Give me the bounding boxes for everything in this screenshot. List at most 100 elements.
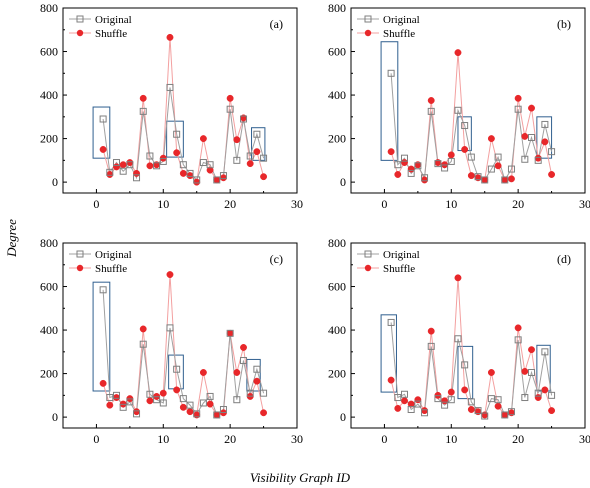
original-point (441, 401, 449, 409)
y-tick-label: 800 (40, 1, 58, 15)
original-point (186, 401, 194, 409)
plot-frame (62, 7, 298, 194)
original-point (541, 348, 549, 356)
original-point (394, 161, 402, 169)
original-point (106, 168, 114, 176)
shuffle-point (213, 411, 221, 419)
shuffle-point (441, 397, 449, 405)
original-point (213, 176, 221, 184)
shuffle-point (414, 396, 422, 404)
original-series-line (102, 289, 265, 416)
legend-original-label: Original (95, 14, 132, 26)
panel-b: 0 10 20 30 0 200 400 600 800 Original Shuffle (b) (328, 1, 590, 211)
shuffle-point (233, 136, 241, 144)
original-point (414, 400, 422, 408)
original-point (514, 336, 522, 344)
original-point (193, 176, 201, 184)
original-point (534, 156, 542, 164)
original-point (159, 399, 167, 407)
original-point (146, 152, 154, 160)
panel-label: (a) (270, 17, 283, 31)
shuffle-point (454, 49, 462, 57)
original-point (199, 159, 207, 167)
shuffle-point (159, 389, 167, 397)
highlight-box (251, 127, 266, 161)
original-point (447, 157, 455, 165)
original-point (253, 130, 261, 138)
original-point (153, 162, 161, 170)
legend: Original Shuffle (69, 249, 132, 275)
original-point (494, 153, 502, 161)
x-tick-label: 20 (512, 432, 524, 446)
legend-shuffle-label: Shuffle (383, 28, 415, 40)
highlight-box (380, 41, 399, 161)
x-tick-label: 30 (291, 432, 303, 446)
original-point (387, 69, 395, 77)
original-point (407, 169, 415, 177)
original-point (179, 395, 187, 403)
shuffle-point (487, 369, 495, 376)
legend-shuffle-label: Shuffle (383, 263, 415, 275)
y-tick-label: 400 (40, 88, 58, 102)
original-point (454, 106, 462, 114)
shuffle-point (534, 394, 542, 401)
y-tick-label: 600 (40, 280, 58, 294)
original-point (528, 369, 536, 376)
original-point (487, 395, 495, 403)
shuffle-point (186, 172, 194, 180)
original-point (233, 396, 241, 404)
original-point (421, 409, 429, 417)
original-point (507, 408, 515, 416)
shuffle-point (528, 346, 535, 354)
original-point (434, 160, 442, 168)
shuffle-point (548, 171, 556, 178)
shuffle-point (226, 94, 234, 102)
shuffle-point (534, 154, 542, 162)
panel-c: 0 10 20 30 0 200 400 600 800 Original Shuffle (c) (40, 236, 303, 446)
shuffle-point (173, 149, 181, 157)
original-point (407, 406, 415, 413)
legend-shuffle-marker (76, 264, 84, 272)
legend: Original Shuffle (357, 249, 420, 275)
plot-frame (350, 7, 586, 194)
panel-label: (c) (270, 252, 283, 266)
original-point (186, 169, 194, 177)
original-point (173, 365, 181, 373)
original-point (226, 329, 234, 337)
shuffle-point (146, 162, 154, 170)
shuffle-point (179, 169, 187, 177)
figure-y-axis-label: Degree (4, 219, 19, 258)
original-point (166, 324, 174, 332)
highlight-box (92, 106, 111, 159)
shuffle-point (387, 376, 395, 384)
shuffle-point (401, 397, 408, 405)
x-tick-label: 30 (579, 432, 590, 446)
x-tick-label: 0 (93, 432, 99, 446)
y-tick-label: 200 (328, 367, 346, 381)
original-point (400, 154, 408, 162)
original-point (99, 286, 107, 294)
legend-original-label: Original (383, 249, 420, 261)
x-tick-label: 10 (157, 432, 169, 446)
y-tick-label: 0 (52, 410, 58, 424)
original-point (434, 395, 442, 403)
original-point (253, 365, 261, 373)
original-point (199, 399, 207, 407)
x-tick-label: 30 (579, 197, 590, 211)
shuffle-point (139, 325, 147, 333)
original-point (126, 398, 134, 406)
original-series-line (390, 322, 553, 417)
shuffle-point (113, 163, 120, 171)
original-point (179, 161, 187, 169)
shuffle-point (548, 407, 556, 415)
x-tick-label: 0 (93, 197, 99, 211)
legend-original-label: Original (95, 249, 132, 261)
shuffle-point (166, 33, 174, 41)
shuffle-point (394, 171, 402, 178)
x-tick-label: 10 (157, 197, 169, 211)
legend-original-marker (76, 250, 84, 258)
original-point (414, 162, 422, 170)
shuffle-point (427, 327, 435, 335)
shuffle-point (528, 104, 535, 112)
original-point (387, 318, 395, 326)
